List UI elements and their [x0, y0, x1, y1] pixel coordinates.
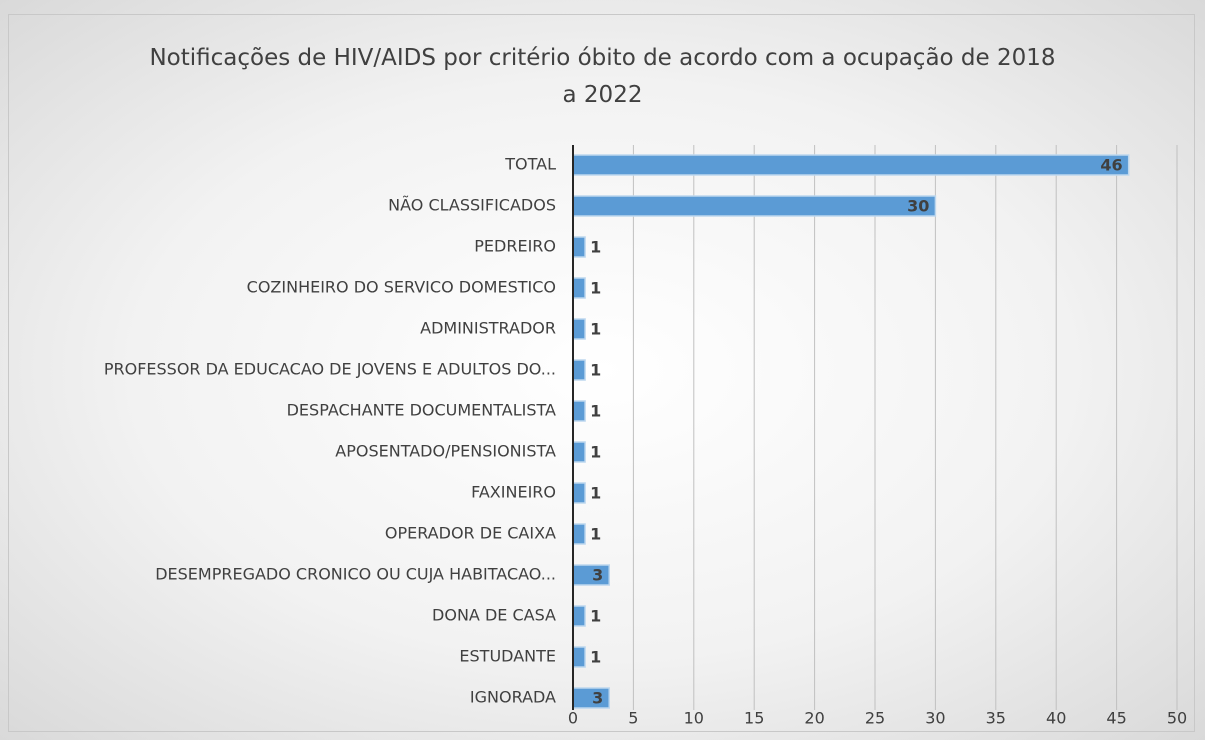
- y-tick-label: OPERADOR DE CAIXA: [385, 524, 556, 543]
- bar: [572, 646, 586, 668]
- bar: [572, 523, 586, 545]
- y-tick-label: DONA DE CASA: [432, 606, 556, 625]
- x-tick-label: 20: [804, 709, 824, 728]
- y-tick-label: PROFESSOR DA EDUCACAO DE JOVENS E ADULTO…: [104, 360, 556, 379]
- chart-title: Notificações de HIV/AIDS por critério ób…: [149, 45, 1056, 108]
- x-tick-label: 35: [986, 709, 1006, 728]
- data-label: 1: [590, 402, 601, 421]
- data-label: 1: [590, 279, 601, 298]
- y-tick-label: TOTAL: [504, 155, 556, 174]
- frame: [8, 14, 1195, 732]
- data-label: 1: [590, 525, 601, 544]
- bar: [572, 482, 586, 504]
- y-tick-label: APOSENTADO/PENSIONISTA: [335, 442, 556, 461]
- x-tick-label: 10: [684, 709, 704, 728]
- data-label: 1: [590, 648, 601, 667]
- bar: [572, 277, 586, 299]
- y-tick-label: IGNORADA: [470, 688, 556, 707]
- x-tick-label: 5: [628, 709, 638, 728]
- y-tick-label: FAXINEIRO: [471, 483, 556, 502]
- y-tick-label: COZINHEIRO DO SERVICO DOMESTICO: [247, 278, 556, 297]
- x-tick-label: 50: [1167, 709, 1187, 728]
- bar: [572, 441, 586, 463]
- data-label: 30: [907, 197, 929, 216]
- y-tick-label: PEDREIRO: [474, 237, 556, 256]
- x-tick-label: 15: [744, 709, 764, 728]
- data-label: 1: [590, 443, 601, 462]
- y-tick-label: NÃO CLASSIFICADOS: [388, 196, 556, 215]
- x-tick-label: 25: [865, 709, 885, 728]
- y-tick-label: DESEMPREGADO CRONICO OU CUJA HABITACAO..…: [155, 565, 556, 584]
- x-tick-label: 30: [925, 709, 945, 728]
- bar: [572, 605, 586, 627]
- bar: [572, 236, 586, 258]
- bar: [572, 154, 1130, 176]
- y-tick-label: ADMINISTRADOR: [420, 319, 556, 338]
- y-tick-label: ESTUDANTE: [459, 647, 556, 666]
- x-tick-label: 0: [568, 709, 578, 728]
- bar: [572, 400, 586, 422]
- data-label: 1: [590, 238, 601, 257]
- bar: [572, 195, 937, 217]
- data-label: 46: [1100, 156, 1122, 175]
- bar: [572, 359, 586, 381]
- data-label: 1: [590, 607, 601, 626]
- data-label: 1: [590, 361, 601, 380]
- data-label: 1: [590, 320, 601, 339]
- data-label: 3: [592, 566, 603, 585]
- bar: [572, 318, 586, 340]
- data-label: 3: [592, 689, 603, 708]
- x-tick-label: 45: [1106, 709, 1126, 728]
- y-tick-label: DESPACHANTE DOCUMENTALISTA: [287, 401, 556, 420]
- x-tick-label: 40: [1046, 709, 1066, 728]
- data-label: 1: [590, 484, 601, 503]
